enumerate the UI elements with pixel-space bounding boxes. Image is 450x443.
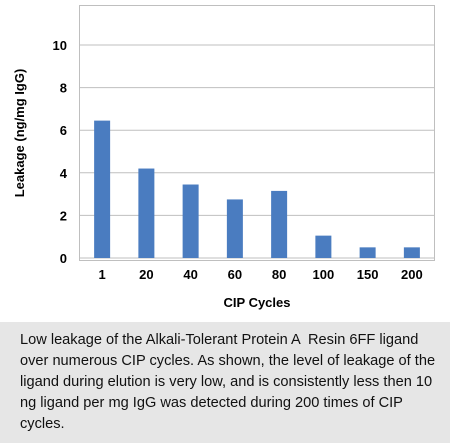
y-tick-label: 10 bbox=[53, 38, 67, 53]
y-axis-label: Leakage (ng/mg IgG) bbox=[12, 69, 27, 198]
x-tick-label: 150 bbox=[357, 267, 379, 282]
y-tick-label: 2 bbox=[60, 208, 67, 223]
y-tick-label: 6 bbox=[60, 123, 67, 138]
y-tick-labels: 0 2 4 6 8 10 bbox=[53, 38, 68, 266]
y-tick-label: 8 bbox=[60, 81, 67, 96]
x-tick-label: 1 bbox=[99, 267, 106, 282]
x-tick-label: 200 bbox=[401, 267, 423, 282]
bar-20 bbox=[138, 168, 155, 258]
bar-1 bbox=[94, 120, 111, 259]
figure-caption: Low leakage of the Alkali-Tolerant Prote… bbox=[20, 332, 440, 432]
x-tick-label: 40 bbox=[183, 267, 197, 282]
bar-100 bbox=[315, 235, 332, 258]
x-tick-labels: 1 20 40 60 80 100 150 200 bbox=[99, 267, 423, 282]
bars bbox=[94, 120, 420, 259]
bar-40 bbox=[182, 184, 199, 258]
caption-box: Low leakage of the Alkali-Tolerant Prote… bbox=[0, 322, 450, 443]
bar-200 bbox=[403, 247, 420, 258]
x-tick-label: 80 bbox=[272, 267, 286, 282]
x-tick-label: 60 bbox=[228, 267, 242, 282]
leakage-bar-chart: 0 2 4 6 8 10 1 20 40 60 80 100 150 200 Leakage (ng/m… bbox=[12, 5, 435, 310]
bar-80 bbox=[271, 190, 288, 258]
plot-frame bbox=[79, 5, 435, 261]
bar-60 bbox=[226, 199, 243, 258]
y-tick-label: 4 bbox=[60, 166, 68, 181]
x-tick-label: 100 bbox=[313, 267, 335, 282]
chart-area: 0 2 4 6 8 10 1 20 40 60 80 100 150 200 Leakage (ng/m… bbox=[12, 5, 435, 310]
x-axis-label: CIP Cycles bbox=[224, 295, 291, 310]
y-tick-label: 0 bbox=[60, 251, 67, 266]
x-tick-label: 20 bbox=[139, 267, 153, 282]
bar-150 bbox=[359, 247, 376, 258]
